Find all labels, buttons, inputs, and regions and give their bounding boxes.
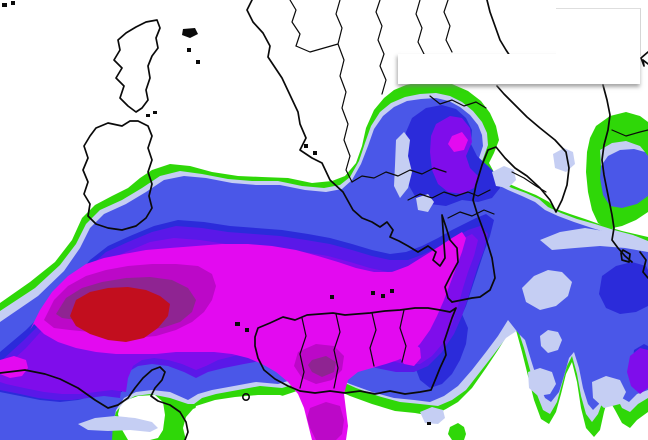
- lavender-pockets: [78, 132, 648, 432]
- lavender-pocket-lobe-west: [394, 132, 412, 198]
- magenta-south-lobe-dot: [448, 132, 468, 152]
- small-islands: [2, 1, 431, 425]
- dry-holes: [118, 92, 556, 440]
- coastline-corfu-island: [620, 249, 631, 263]
- green-sprout-south: [448, 423, 466, 440]
- border-marche2: [415, 0, 425, 55]
- coastline-corsica: [113, 19, 161, 113]
- island-egadi-1: [235, 322, 240, 326]
- island-ustica: [330, 295, 334, 299]
- watermark-cover-box: [398, 54, 640, 84]
- coastline-balkan: [601, 84, 633, 263]
- border-sicily-1: [299, 317, 307, 389]
- lavender-pocket-band1: [540, 330, 562, 353]
- island-egadi-2: [245, 328, 249, 332]
- border-sicily-4: [399, 309, 407, 363]
- lavender-pocket-albania: [600, 141, 645, 166]
- coastline-calabria-ionian: [451, 85, 570, 303]
- coastline-tyrrhenian-mainland: [246, 0, 459, 303]
- dry-hole-tunisia-east: [194, 395, 306, 440]
- island-pantelleria: [242, 392, 251, 401]
- border-apennine-long: [335, 0, 353, 183]
- violet-south-lobe-core: [430, 116, 478, 194]
- coastline-albania: [640, 51, 648, 67]
- precip-layer-red: [70, 287, 170, 342]
- island-maddalena-1: [146, 114, 150, 117]
- region-borders: [289, 0, 648, 389]
- island-aeolian-1: [371, 291, 375, 295]
- border-albania-inland: [611, 129, 648, 137]
- lavender-pocket-lobe-east: [492, 166, 516, 188]
- border-molise: [429, 95, 487, 109]
- border-sicily-2: [333, 313, 341, 389]
- border-lazio-campania: [351, 167, 447, 183]
- watermark-cover-box-small: [556, 8, 641, 56]
- magenta-catania-spot: [399, 342, 421, 366]
- island-montecristo: [187, 48, 191, 52]
- dry-hole-puglia: [498, 92, 556, 147]
- coastline-corfu-greece: [639, 251, 648, 279]
- lavender-strip-tunisia: [78, 416, 158, 432]
- deep-blue-east-edge: [599, 262, 648, 314]
- lavender-pocket-band3: [592, 376, 626, 408]
- coastline-adriatic-north: [486, 0, 511, 57]
- lavender-pocket-brindisi: [553, 148, 575, 172]
- border-marche3: [443, 0, 453, 53]
- island-malta: [427, 422, 431, 425]
- speck-topleft-1: [2, 3, 7, 7]
- border-basilicata-calabria: [447, 209, 495, 219]
- island-giglio: [196, 60, 200, 64]
- border-marche: [375, 0, 387, 95]
- lavender-pocket-ionian: [522, 270, 572, 310]
- blue-albania-core: [600, 147, 648, 208]
- island-aeolian-2: [381, 294, 385, 298]
- lavender-streak-band-top: [540, 228, 648, 252]
- island-elba: [182, 28, 198, 38]
- island-aeolian-3: [390, 289, 394, 293]
- lavender-pocket-malta-sea: [420, 407, 445, 424]
- red-core: [70, 287, 170, 342]
- border-campania-basilicata: [407, 189, 491, 201]
- border-puglia: [511, 171, 547, 193]
- coastline-sardinia: [82, 120, 153, 231]
- island-ponza-1: [304, 144, 308, 148]
- dark-magenta-bottom-patch: [307, 402, 344, 440]
- purple-red-sicily-spot: [308, 356, 336, 377]
- lavender-pocket-lobe-sw: [416, 194, 434, 212]
- coastline-tunisia: [0, 366, 189, 440]
- lavender-pocket-band2: [528, 368, 556, 396]
- border-sicily-3: [369, 312, 377, 367]
- border-tuscany: [289, 0, 301, 47]
- violet-right-edge-blob: [627, 348, 648, 394]
- speck-topleft-2: [11, 1, 15, 5]
- coastline-sicily: [254, 307, 457, 395]
- border-umbria-cross: [295, 43, 339, 53]
- island-maddalena-2: [153, 111, 157, 114]
- island-ponza-2: [313, 151, 317, 155]
